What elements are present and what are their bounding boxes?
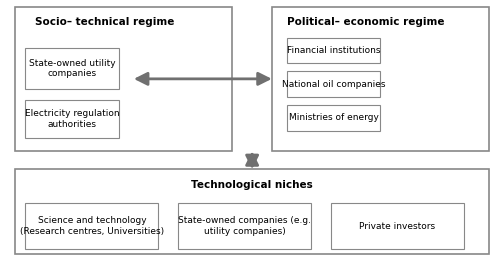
Text: National oil companies: National oil companies (282, 80, 385, 88)
Text: Socio– technical regime: Socio– technical regime (35, 17, 174, 27)
Text: Electricity regulation
authorities: Electricity regulation authorities (25, 109, 120, 129)
Text: Private investors: Private investors (360, 222, 436, 230)
Text: State-owned utility
companies: State-owned utility companies (29, 59, 116, 78)
FancyBboxPatch shape (178, 203, 312, 249)
FancyBboxPatch shape (286, 71, 380, 97)
FancyBboxPatch shape (331, 203, 464, 249)
Text: Science and technology
(Research centres, Universities): Science and technology (Research centres… (20, 216, 164, 236)
FancyBboxPatch shape (26, 48, 119, 89)
Text: Political– economic regime: Political– economic regime (286, 17, 444, 27)
FancyBboxPatch shape (26, 203, 158, 249)
FancyBboxPatch shape (16, 7, 233, 151)
FancyBboxPatch shape (26, 99, 119, 138)
Text: Technological niches: Technological niches (192, 180, 313, 189)
FancyBboxPatch shape (286, 105, 380, 130)
FancyBboxPatch shape (16, 169, 489, 254)
FancyBboxPatch shape (286, 38, 380, 63)
Text: Ministries of energy: Ministries of energy (288, 113, 378, 122)
Text: Financial institutions: Financial institutions (286, 46, 380, 55)
Text: State-owned companies (e.g.
utility companies): State-owned companies (e.g. utility comp… (178, 216, 311, 236)
FancyBboxPatch shape (272, 7, 489, 151)
